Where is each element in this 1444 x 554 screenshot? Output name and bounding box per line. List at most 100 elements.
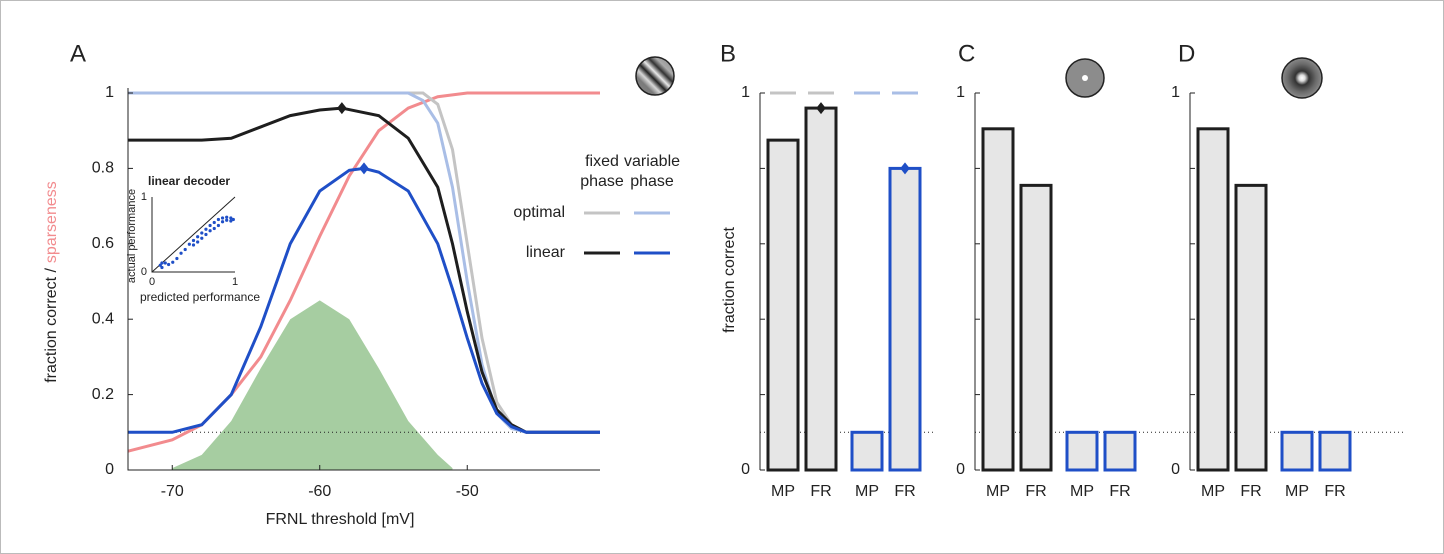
peak-marker (900, 162, 910, 175)
point (208, 223, 212, 228)
point (200, 231, 204, 235)
y-axis-label: actual performance (126, 189, 138, 283)
point (220, 220, 225, 224)
panel-letter: A (70, 40, 86, 67)
y-tick-label: 1 (105, 84, 114, 101)
x-tick-label: FR (810, 483, 831, 500)
point (160, 261, 164, 265)
x-tick-label: FR (894, 483, 915, 500)
point (171, 260, 175, 264)
point (167, 262, 171, 267)
y-tick-label: 0 (741, 461, 750, 478)
legend-header: variable (624, 153, 680, 170)
peak-marker (359, 162, 369, 175)
point (183, 247, 187, 252)
bar (1234, 183, 1268, 472)
point (160, 265, 164, 270)
bar (1019, 183, 1053, 472)
point (212, 226, 216, 231)
point (229, 219, 233, 223)
y-tick-label: 0 (105, 461, 114, 478)
bar (1318, 430, 1352, 472)
point (163, 261, 167, 265)
x-tick-label: FR (1109, 483, 1130, 500)
legend-header: fixed (585, 153, 619, 170)
x-tick-label: -70 (161, 483, 184, 500)
point (187, 242, 191, 246)
bar (1196, 127, 1230, 472)
peak-marker (816, 102, 826, 115)
point (220, 216, 225, 220)
bar (850, 430, 884, 472)
y-tick-label: 0 (956, 461, 965, 478)
point (212, 220, 216, 225)
bar (766, 138, 800, 472)
distribution-area (172, 300, 453, 470)
x-tick-label: FR (1025, 483, 1046, 500)
x-tick-label: -60 (308, 483, 331, 500)
point (179, 251, 183, 255)
legend-label: linear (526, 244, 566, 261)
identity-line (151, 196, 236, 273)
point (175, 256, 179, 261)
point (196, 240, 200, 244)
x-tick-label: MP (855, 483, 879, 500)
y-tick-label: 0 (141, 266, 147, 278)
point (200, 236, 204, 240)
spot-icon (1065, 58, 1105, 98)
point (216, 223, 220, 228)
bar (1103, 430, 1137, 472)
y-tick-label: 0 (1171, 461, 1180, 478)
y-tick-label: 1 (956, 84, 965, 101)
x-tick-label: MP (986, 483, 1010, 500)
y-tick-label: 0.6 (92, 235, 114, 252)
point (158, 263, 162, 267)
x-tick-label: MP (1201, 483, 1225, 500)
x-tick-label: MP (771, 483, 795, 500)
y-axis-label: fraction correct / sparseness (43, 181, 60, 383)
axes (151, 197, 235, 273)
x-tick-label: 0 (149, 276, 155, 288)
x-tick-label: FR (1324, 483, 1345, 500)
point (225, 215, 229, 219)
x-axis-label: FRNL threshold [mV] (266, 511, 415, 528)
bar (888, 166, 922, 472)
panel-letter: B (720, 40, 736, 67)
legend-label: optimal (513, 204, 565, 221)
point (225, 218, 229, 222)
bar (1280, 430, 1314, 472)
point (229, 216, 233, 220)
y-tick-label: 1 (1171, 84, 1180, 101)
bar (804, 106, 838, 472)
point (196, 235, 200, 239)
y-label-part: sparseness (43, 181, 60, 263)
curve (128, 166, 600, 434)
y-tick-label: 1 (741, 84, 750, 101)
point (208, 229, 212, 233)
point (191, 238, 196, 243)
y-tick-label: 0.4 (92, 310, 114, 327)
point (231, 217, 235, 222)
y-tick-label: 1 (141, 191, 147, 203)
x-tick-label: MP (1070, 483, 1094, 500)
peak-marker (337, 102, 347, 115)
point (191, 243, 196, 247)
legend-header: phase (580, 173, 624, 190)
x-axis-label: predicted performance (140, 290, 260, 304)
inset-title: linear decoder (148, 174, 230, 188)
point (204, 232, 208, 237)
y-label-part: fraction correct / (43, 268, 60, 383)
x-tick-label: FR (1240, 483, 1261, 500)
y-tick-label: 0.2 (92, 386, 114, 403)
y-axis-label: fraction correct (721, 227, 738, 333)
dog-icon (1281, 57, 1323, 99)
legend-header: phase (630, 173, 674, 190)
y-tick-label: 0.8 (92, 160, 114, 177)
panel-letter: D (1178, 40, 1195, 67)
panel-letter: C (958, 40, 975, 67)
curve (128, 106, 600, 434)
bar (1065, 430, 1099, 472)
point (204, 227, 208, 231)
x-tick-label: MP (1285, 483, 1309, 500)
